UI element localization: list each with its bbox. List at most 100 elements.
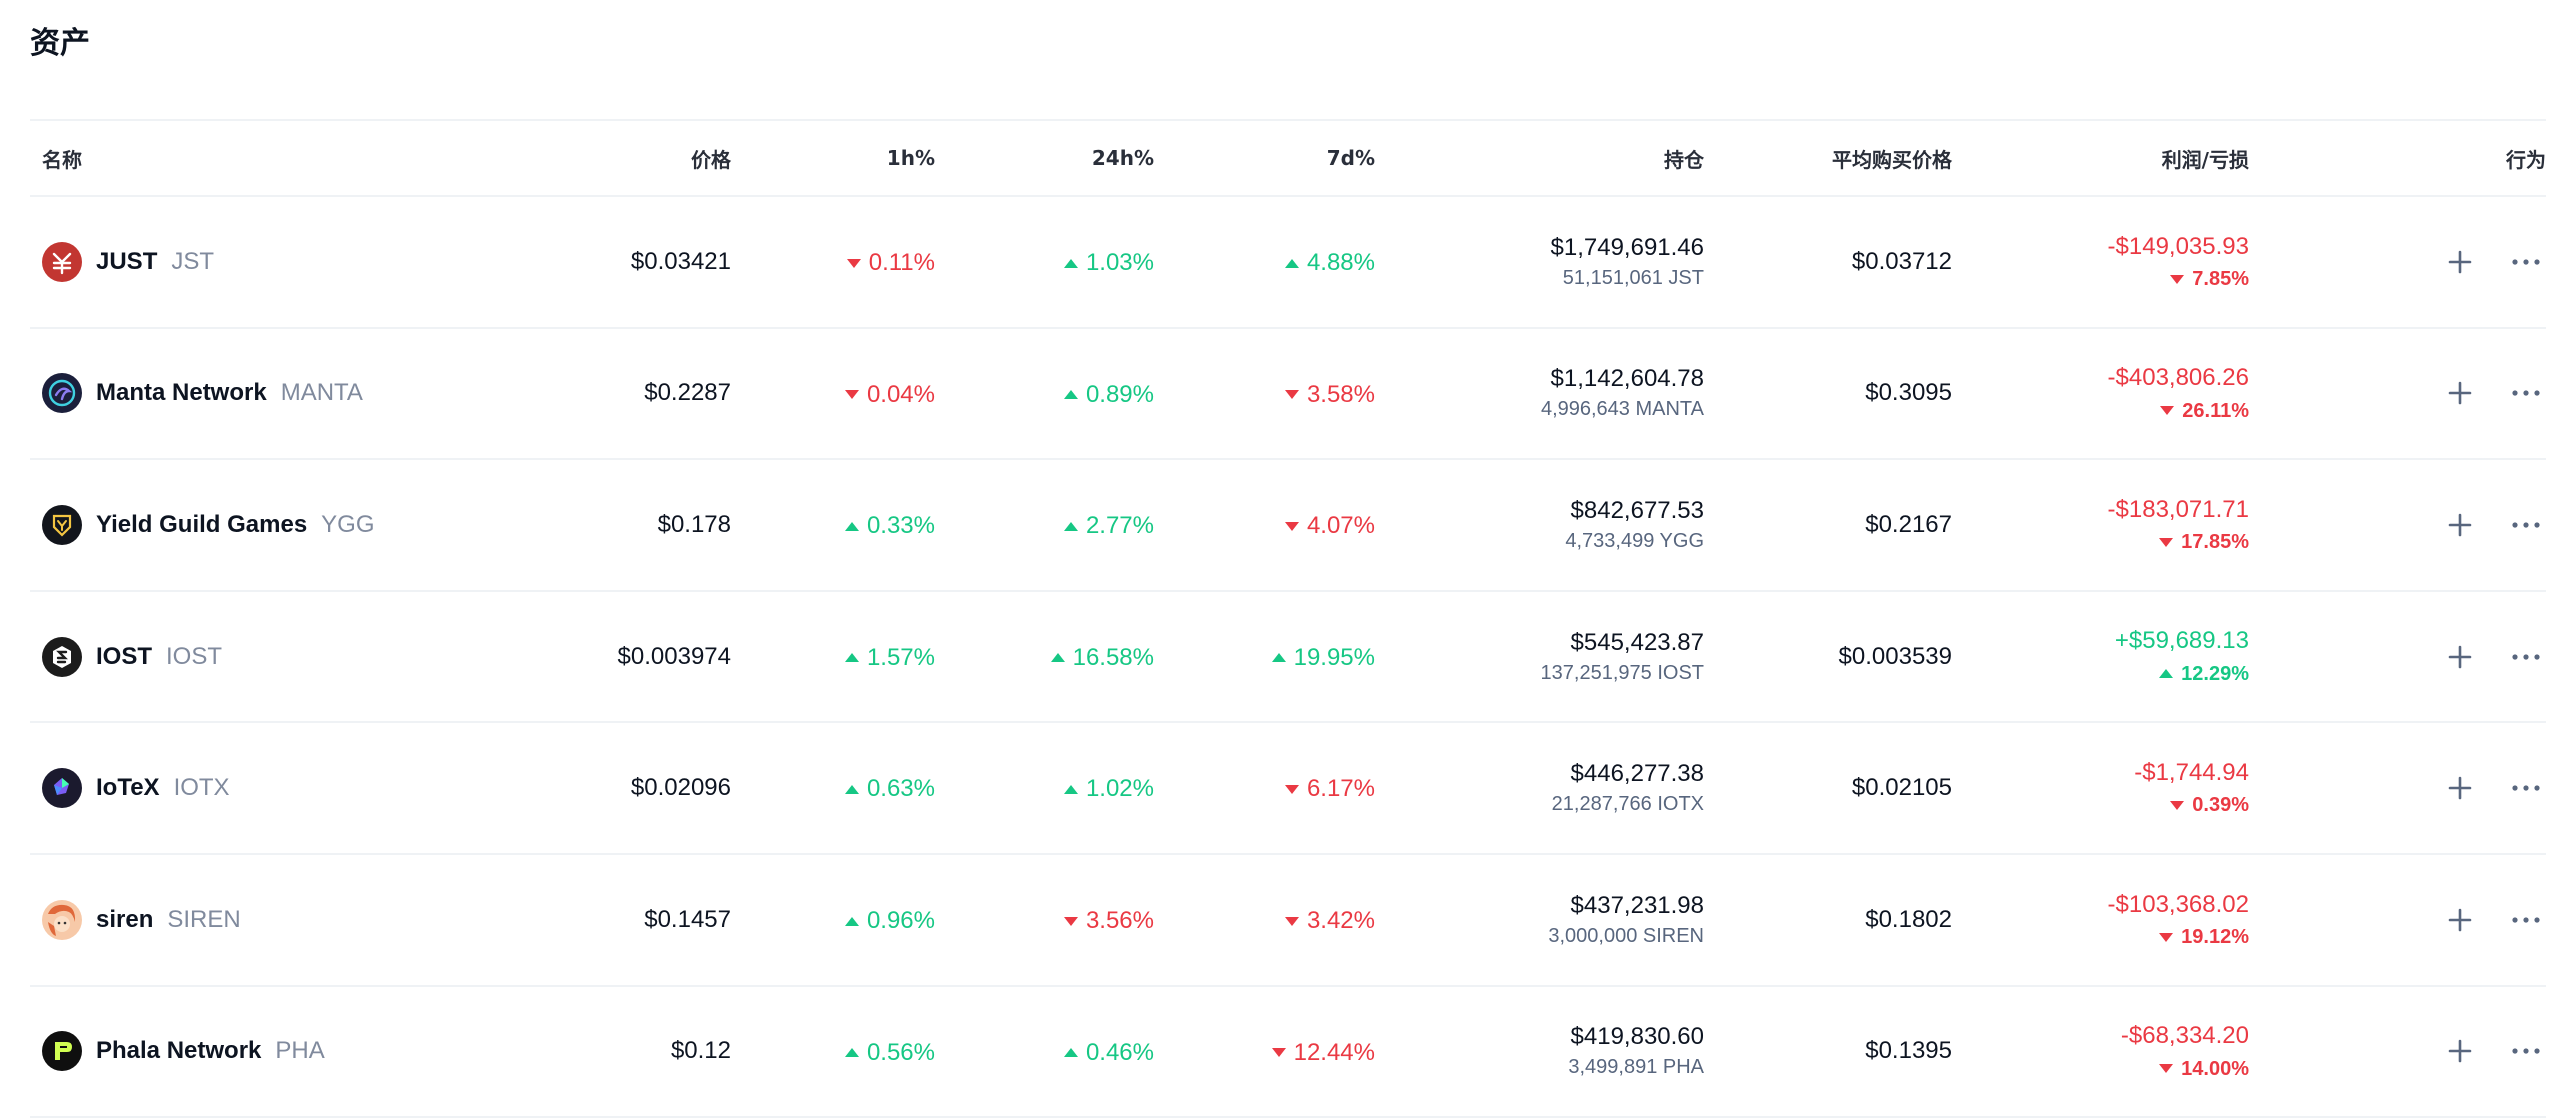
- name-cell[interactable]: Phala Network PHA: [30, 1031, 430, 1072]
- arrow-down-icon: [2160, 406, 2175, 416]
- holdings-cell: $1,142,604.78 4,996,643 MANTA: [1375, 363, 1704, 423]
- arrow-up-icon: [1050, 653, 1065, 663]
- col-header-1h[interactable]: 1h%: [886, 146, 935, 170]
- table-row-iost[interactable]: IOST IOST $0.003974 1.57% 16.58% 19.95% …: [30, 592, 2546, 724]
- plus-icon: [2448, 1040, 2472, 1063]
- name-cell[interactable]: IOST IOST: [30, 636, 430, 677]
- add-transaction-button[interactable]: [2440, 373, 2480, 413]
- coin-symbol: PHA: [275, 1037, 325, 1065]
- more-dots-icon: [2512, 259, 2540, 265]
- more-options-button[interactable]: [2506, 637, 2546, 677]
- change-1h-value: 0.11%: [868, 249, 935, 277]
- change-1h-value: 0.33%: [866, 512, 935, 540]
- holding-amount: 21,287,766 IOTX: [1551, 793, 1704, 816]
- pnl-cell: -$149,035.93 7.85%: [1952, 231, 2249, 294]
- name-cell[interactable]: siren SIREN: [30, 899, 430, 940]
- pnl-cell: +$59,689.13 12.29%: [1952, 625, 2249, 688]
- add-transaction-button[interactable]: [2440, 768, 2480, 808]
- name-cell[interactable]: Manta Network MANTA: [30, 373, 430, 414]
- arrow-down-icon: [2159, 537, 2174, 547]
- table-row-iotx[interactable]: IoTeX IOTX $0.02096 0.63% 1.02% 6.17% $4…: [30, 723, 2546, 855]
- just-logo-icon: [42, 241, 82, 282]
- name-cell[interactable]: Yield Guild Games YGG: [30, 504, 430, 545]
- avg-buy-cell: $0.03712: [1851, 247, 1952, 275]
- table-row-pha[interactable]: Phala Network PHA $0.12 0.56% 0.46% 12.4…: [30, 987, 2546, 1118]
- arrow-down-icon: [2170, 800, 2185, 810]
- change-1h-value: 0.63%: [866, 775, 935, 803]
- coin-symbol: SIREN: [167, 905, 241, 933]
- col-header-avg-buy[interactable]: 平均购买价格: [1832, 147, 1952, 172]
- change-24h-value: 3.56%: [1085, 907, 1154, 935]
- col-header-name[interactable]: 名称: [42, 147, 82, 172]
- more-dots-icon: [2512, 522, 2540, 528]
- holdings-cell: $446,277.38 21,287,766 IOTX: [1375, 758, 1704, 818]
- actions-cell: [2249, 1031, 2546, 1071]
- add-transaction-button[interactable]: [2440, 1031, 2480, 1071]
- more-options-button[interactable]: [2506, 242, 2546, 282]
- pnl-percent: 17.85%: [2181, 531, 2249, 554]
- table-row-jst[interactable]: JUST JST $0.03421 0.11% 1.03% 4.88% $1,7…: [30, 197, 2546, 329]
- col-header-7d[interactable]: 7d%: [1326, 146, 1375, 170]
- phala-logo-icon: [42, 1031, 82, 1072]
- arrow-down-icon: [2159, 1064, 2174, 1074]
- pnl-percent: 7.85%: [2192, 268, 2249, 291]
- change-7d-value: 4.88%: [1306, 249, 1375, 277]
- holding-value: $1,142,604.78: [1550, 365, 1704, 393]
- coin-name[interactable]: siren: [96, 905, 154, 933]
- col-header-pnl[interactable]: 利润/亏损: [2161, 147, 2249, 172]
- more-dots-icon: [2512, 917, 2540, 923]
- plus-icon: [2448, 513, 2472, 537]
- more-options-button[interactable]: [2506, 373, 2546, 413]
- add-transaction-button[interactable]: [2440, 242, 2480, 282]
- add-transaction-button[interactable]: [2440, 505, 2480, 545]
- add-transaction-button[interactable]: [2440, 900, 2480, 940]
- arrow-down-icon: [1063, 916, 1078, 926]
- pnl-percent: 26.11%: [2182, 399, 2249, 422]
- more-options-button[interactable]: [2506, 1031, 2546, 1071]
- price-cell: $0.2287: [644, 379, 731, 407]
- arrow-down-icon: [844, 390, 859, 400]
- table-row-siren[interactable]: siren SIREN $0.1457 0.96% 3.56% 3.42% $4…: [30, 855, 2546, 987]
- col-header-24h[interactable]: 24h%: [1091, 146, 1154, 170]
- change-1h-cell: 0.96%: [731, 905, 935, 936]
- actions-cell: [2249, 242, 2546, 282]
- change-1h-cell: 0.63%: [731, 773, 935, 804]
- coin-name[interactable]: IOST: [96, 642, 153, 670]
- arrow-up-icon: [1063, 258, 1078, 268]
- arrow-up-icon: [844, 653, 859, 663]
- more-options-button[interactable]: [2506, 768, 2546, 808]
- pnl-value: -$183,071.71: [2107, 495, 2249, 523]
- name-cell[interactable]: IoTeX IOTX: [30, 768, 430, 809]
- arrow-up-icon: [1063, 390, 1078, 400]
- holding-amount: 3,499,891 PHA: [1568, 1056, 1704, 1079]
- coin-name[interactable]: IoTeX: [96, 774, 160, 802]
- arrow-up-icon: [1284, 258, 1299, 268]
- coin-name[interactable]: Phala Network: [96, 1037, 262, 1065]
- pnl-cell: -$68,334.20 14.00%: [1952, 1020, 2249, 1083]
- name-cell[interactable]: JUST JST: [30, 241, 430, 282]
- col-header-holdings[interactable]: 持仓: [1664, 147, 1704, 172]
- change-7d-cell: 4.07%: [1154, 510, 1375, 541]
- more-options-button[interactable]: [2506, 505, 2546, 545]
- holding-amount: 3,000,000 SIREN: [1548, 924, 1704, 947]
- change-1h-cell: 0.33%: [731, 510, 935, 541]
- coin-name[interactable]: Yield Guild Games: [96, 510, 308, 538]
- add-transaction-button[interactable]: [2440, 637, 2480, 677]
- col-header-price[interactable]: 价格: [691, 147, 731, 172]
- pnl-cell: -$103,368.02 19.12%: [1952, 889, 2249, 952]
- pnl-cell: -$403,806.26 26.11%: [1952, 362, 2249, 425]
- actions-cell: [2249, 768, 2546, 808]
- arrow-down-icon: [1271, 1048, 1286, 1058]
- table-row-manta[interactable]: Manta Network MANTA $0.2287 0.04% 0.89% …: [30, 329, 2546, 461]
- change-7d-cell: 12.44%: [1154, 1036, 1375, 1067]
- coin-name[interactable]: JUST: [96, 247, 158, 275]
- more-options-button[interactable]: [2506, 900, 2546, 940]
- pnl-value: -$149,035.93: [2107, 232, 2249, 260]
- coin-name[interactable]: Manta Network: [96, 379, 267, 407]
- change-7d-value: 19.95%: [1293, 643, 1375, 671]
- table-row-ygg[interactable]: Yield Guild Games YGG $0.178 0.33% 2.77%…: [30, 460, 2546, 592]
- pnl-value: -$68,334.20: [2120, 1022, 2249, 1050]
- change-24h-cell: 3.56%: [935, 905, 1154, 936]
- change-24h-value: 1.02%: [1085, 775, 1154, 803]
- holding-value: $1,749,691.46: [1550, 233, 1704, 261]
